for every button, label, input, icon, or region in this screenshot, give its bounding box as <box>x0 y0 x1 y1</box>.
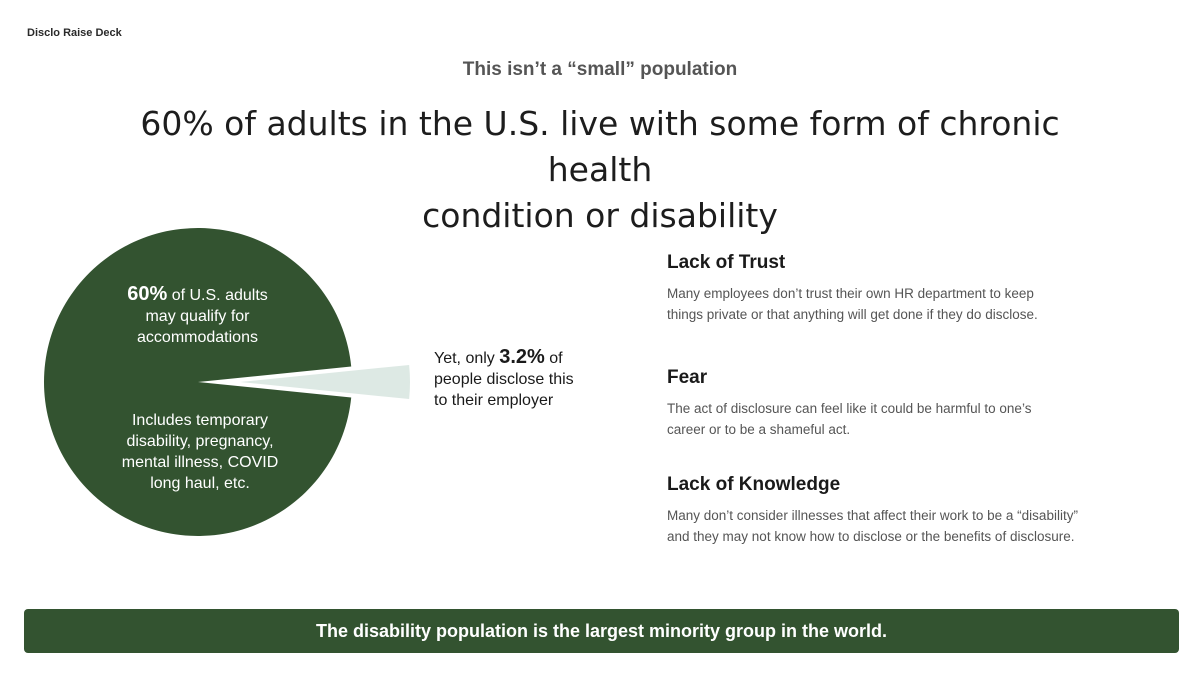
pie-includes-label: Includes temporary disability, pregnancy… <box>100 410 300 494</box>
pie-main-label-line-3: accommodations <box>137 329 258 346</box>
disclose-pre: Yet, only <box>434 350 500 367</box>
reason-title: Lack of Knowledge <box>667 474 841 495</box>
reason-body: Many don’t consider illnesses that affec… <box>667 505 1167 547</box>
deck-label: Disclo Raise Deck <box>27 27 122 39</box>
reason-trust: Lack of Trust Many employees don’t trust… <box>667 252 1167 325</box>
disclose-post: of <box>544 350 563 367</box>
pie-main-percent: 60% <box>127 283 168 305</box>
includes-line-4: long haul, etc. <box>150 475 250 492</box>
disclose-line-3: to their employer <box>434 392 554 409</box>
reason-body: Many employees don’t trust their own HR … <box>667 283 1167 325</box>
pie-slice-main <box>44 228 352 536</box>
reason-body-line-2: and they may not know how to disclose or… <box>667 529 1075 544</box>
reason-title: Fear <box>667 367 708 388</box>
headline-line-2: condition or disability <box>422 196 778 235</box>
pie-main-label-rest: of U.S. adults <box>167 287 268 304</box>
pie-slice-disclose <box>240 364 410 400</box>
disclose-line-2: people disclose this <box>434 371 574 388</box>
includes-line-3: mental illness, COVID <box>121 454 279 471</box>
reason-body-line-1: Many don’t consider illnesses that affec… <box>667 508 1078 523</box>
bottom-banner: The disability population is the largest… <box>24 609 1179 653</box>
slide-headline: 60% of adults in the U.S. live with some… <box>90 101 1110 239</box>
includes-line-1: Includes temporary <box>131 412 269 429</box>
reason-body: The act of disclosure can feel like it c… <box>667 398 1167 440</box>
disclose-annotation: Yet, only 3.2% of people disclose this t… <box>434 347 614 411</box>
reason-body-line-1: The act of disclosure can feel like it c… <box>667 401 1032 416</box>
reason-body-line-2: things private or that anything will get… <box>667 307 1038 322</box>
pie-chart <box>44 228 410 536</box>
reason-body-line-1: Many employees don’t trust their own HR … <box>667 286 1034 301</box>
reason-body-line-2: career or to be a shameful act. <box>667 422 851 437</box>
disclose-percent: 3.2% <box>499 346 545 368</box>
pie-main-label: 60% of U.S. adults may qualify for accom… <box>90 284 305 348</box>
slide-kicker: This isn’t a “small” population <box>462 59 738 80</box>
reason-knowledge: Lack of Knowledge Many don’t consider il… <box>667 474 1167 547</box>
reason-title: Lack of Trust <box>667 252 786 273</box>
includes-line-2: disability, pregnancy, <box>126 433 274 450</box>
reason-fear: Fear The act of disclosure can feel like… <box>667 367 1167 440</box>
pie-main-label-line-2: may qualify for <box>145 308 250 325</box>
headline-line-1: 60% of adults in the U.S. live with some… <box>140 104 1060 189</box>
